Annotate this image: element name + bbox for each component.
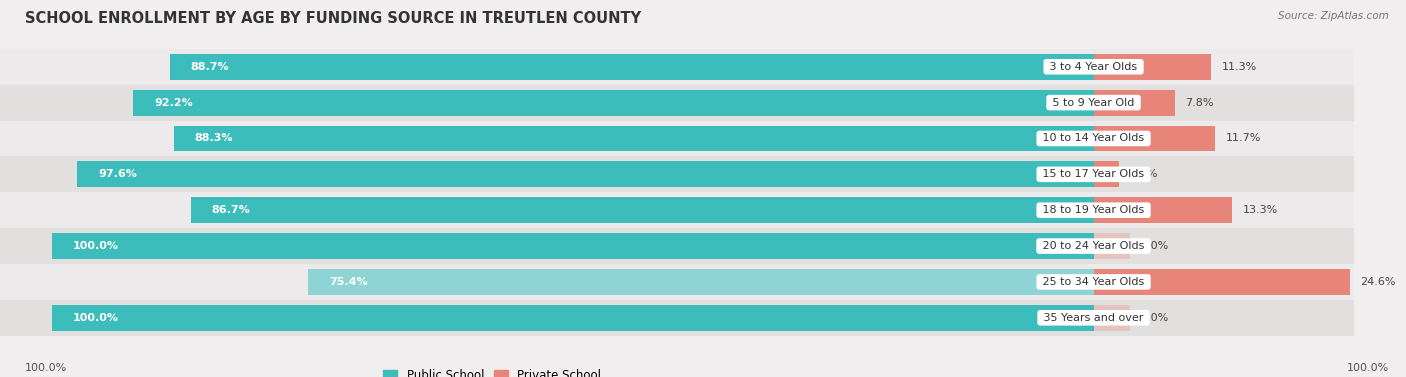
Text: 10 to 14 Year Olds: 10 to 14 Year Olds	[1039, 133, 1147, 144]
Text: 11.3%: 11.3%	[1222, 62, 1257, 72]
Text: 100.0%: 100.0%	[73, 241, 120, 251]
Bar	[52, 305, 1094, 331]
Bar	[77, 161, 1094, 187]
Bar	[0, 228, 1354, 264]
Text: SCHOOL ENROLLMENT BY AGE BY FUNDING SOURCE IN TREUTLEN COUNTY: SCHOOL ENROLLMENT BY AGE BY FUNDING SOUR…	[25, 11, 641, 26]
Bar	[170, 54, 1094, 80]
Text: 0.0%: 0.0%	[1140, 241, 1168, 251]
Text: 18 to 19 Year Olds: 18 to 19 Year Olds	[1039, 205, 1147, 215]
Bar	[1094, 305, 1130, 331]
Bar	[0, 121, 1354, 156]
Text: 100.0%: 100.0%	[73, 313, 120, 323]
Bar	[0, 49, 1354, 85]
Bar	[308, 269, 1094, 295]
Text: 7.8%: 7.8%	[1185, 98, 1213, 107]
Text: 15 to 17 Year Olds: 15 to 17 Year Olds	[1039, 169, 1147, 179]
Text: 5 to 9 Year Old: 5 to 9 Year Old	[1049, 98, 1137, 107]
Text: Source: ZipAtlas.com: Source: ZipAtlas.com	[1278, 11, 1389, 21]
Text: 25 to 34 Year Olds: 25 to 34 Year Olds	[1039, 277, 1147, 287]
Text: 20 to 24 Year Olds: 20 to 24 Year Olds	[1039, 241, 1147, 251]
Bar	[1094, 269, 1350, 295]
Bar	[191, 197, 1094, 223]
Bar	[134, 90, 1094, 115]
Text: 100.0%: 100.0%	[1347, 363, 1389, 373]
Bar	[0, 85, 1354, 121]
Bar	[174, 126, 1094, 152]
Bar	[1094, 161, 1119, 187]
Legend: Public School, Private School: Public School, Private School	[378, 364, 606, 377]
Text: 3 to 4 Year Olds: 3 to 4 Year Olds	[1046, 62, 1140, 72]
Text: 97.6%: 97.6%	[98, 169, 136, 179]
Bar	[52, 233, 1094, 259]
Text: 100.0%: 100.0%	[25, 363, 67, 373]
Text: 2.4%: 2.4%	[1129, 169, 1157, 179]
Bar	[1094, 54, 1211, 80]
Bar	[0, 264, 1354, 300]
Text: 13.3%: 13.3%	[1243, 205, 1278, 215]
Text: 35 Years and over: 35 Years and over	[1040, 313, 1147, 323]
Bar	[0, 192, 1354, 228]
Text: 88.3%: 88.3%	[195, 133, 233, 144]
Text: 24.6%: 24.6%	[1360, 277, 1396, 287]
Bar	[1094, 126, 1215, 152]
Bar	[0, 300, 1354, 336]
Bar	[0, 156, 1354, 192]
Text: 86.7%: 86.7%	[211, 205, 250, 215]
Text: 92.2%: 92.2%	[155, 98, 193, 107]
Text: 11.7%: 11.7%	[1226, 133, 1261, 144]
Text: 0.0%: 0.0%	[1140, 313, 1168, 323]
Bar	[1094, 197, 1232, 223]
Text: 75.4%: 75.4%	[329, 277, 368, 287]
Text: 88.7%: 88.7%	[191, 62, 229, 72]
Bar	[1094, 233, 1130, 259]
Bar	[1094, 90, 1175, 115]
